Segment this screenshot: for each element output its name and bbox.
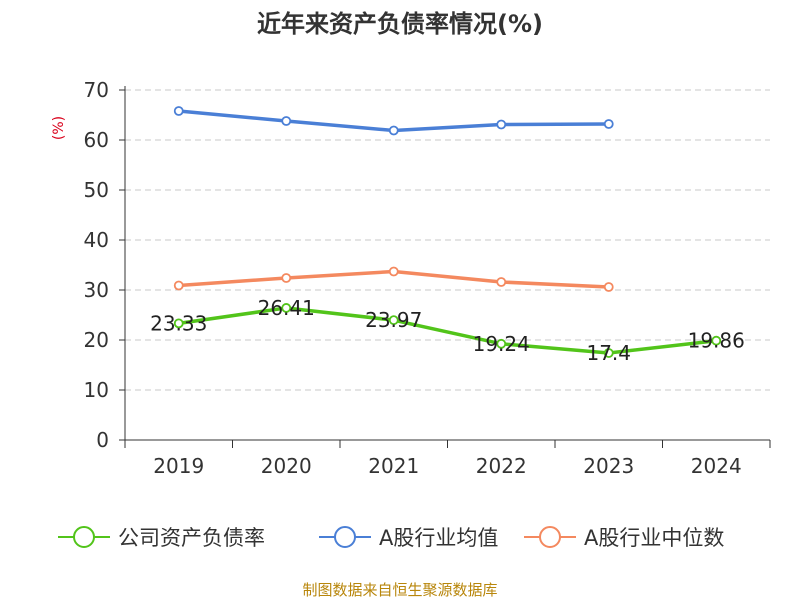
data-label: 17.4 xyxy=(586,341,631,365)
legend-marker xyxy=(334,526,356,548)
series-point-1 xyxy=(388,125,399,136)
series-point-0 xyxy=(173,318,184,329)
series-point-0 xyxy=(603,348,614,358)
data-labels: 23.33 26.41 23.97 19.24 17.4 19.86 xyxy=(150,296,745,365)
axes: 0 10 20 30 40 50 60 70 2019 2020 2021 2022 2023 2024 xyxy=(84,78,771,478)
series-point-2 xyxy=(496,277,507,287)
series-point-2 xyxy=(603,282,614,292)
y-axis-label: (%) xyxy=(51,116,67,140)
series-point-0 xyxy=(281,303,292,313)
series-point-2 xyxy=(388,266,399,277)
y-tick-label: 40 xyxy=(84,228,109,252)
y-tick-label: 50 xyxy=(84,178,109,202)
y-tick-label: 30 xyxy=(84,278,109,302)
data-label: 23.33 xyxy=(150,311,207,335)
legend-label: A股行业中位数 xyxy=(584,526,724,550)
series-point-2 xyxy=(173,280,184,291)
x-tick-label: 2024 xyxy=(691,454,742,478)
legend-marker xyxy=(73,526,95,548)
series-point-0 xyxy=(388,315,399,326)
x-tick-label: 2021 xyxy=(368,454,419,478)
source-note: 制图数据来自恒生聚源数据库 xyxy=(302,581,497,599)
legend: 公司资产负债率 A股行业均值 A股行业中位数 xyxy=(58,526,724,550)
series-point-1 xyxy=(496,119,507,130)
x-tick-label: 2022 xyxy=(476,454,527,478)
x-tick-label: 2023 xyxy=(583,454,634,478)
series-line-0 xyxy=(178,306,717,355)
series-point-1 xyxy=(173,106,184,116)
legend-label: 公司资产负债率 xyxy=(118,526,265,550)
series-point-0 xyxy=(711,335,722,346)
series-point-0 xyxy=(496,338,507,349)
y-tick-label: 0 xyxy=(96,428,109,452)
series-point-1 xyxy=(281,116,292,126)
legend-item-0[interactable]: 公司资产负债率 xyxy=(58,526,265,550)
chart-title: 近年来资产负债率情况(%) xyxy=(257,10,543,38)
legend-item-2[interactable]: A股行业中位数 xyxy=(524,526,724,550)
legend-label: A股行业均值 xyxy=(379,526,498,550)
gridlines xyxy=(125,89,770,391)
y-tick-label: 60 xyxy=(84,128,109,152)
data-label: 26.41 xyxy=(258,296,315,320)
series-lines xyxy=(173,106,722,358)
y-tick-label: 70 xyxy=(84,78,109,102)
data-label: 19.24 xyxy=(473,332,530,356)
data-label: 19.86 xyxy=(688,329,745,353)
y-tick-label: 20 xyxy=(84,328,109,352)
legend-item-1[interactable]: A股行业均值 xyxy=(319,526,498,550)
data-label: 23.97 xyxy=(365,308,422,332)
x-tick-label: 2019 xyxy=(153,454,204,478)
series-point-2 xyxy=(281,273,292,283)
x-tick-label: 2020 xyxy=(261,454,312,478)
legend-marker xyxy=(539,526,561,548)
y-tick-label: 10 xyxy=(84,378,109,402)
series-point-1 xyxy=(603,119,614,129)
